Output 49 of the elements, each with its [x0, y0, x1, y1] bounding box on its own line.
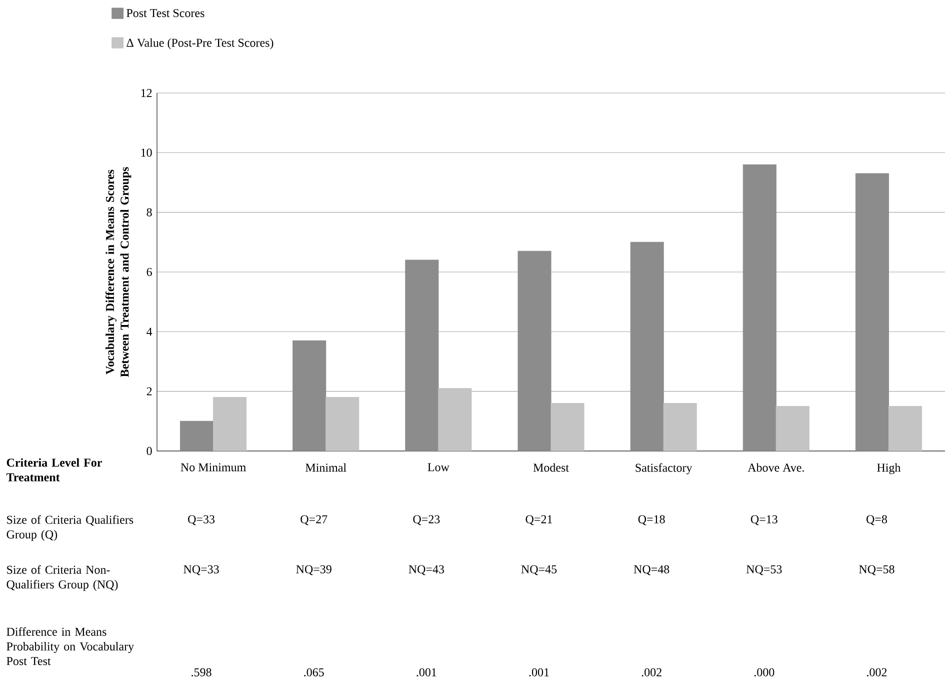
text: NQ=33	[184, 565, 219, 576]
text: Q=18	[638, 515, 665, 526]
x-tick-label: Satisfactory	[636, 463, 692, 474]
text: .001	[529, 668, 549, 676]
bar	[630, 242, 664, 451]
legend-label: Δ Value (Post-Pre Test Scores)	[126, 38, 274, 50]
bar	[518, 250, 552, 451]
y-tick-label: 6	[146, 268, 152, 276]
text: .598	[192, 668, 212, 676]
bar	[292, 340, 326, 451]
y-tick-label: 0	[146, 446, 152, 456]
text: Difference in Means Probability on Vocabulary Post Test	[6, 627, 134, 666]
text: Q=33	[188, 515, 215, 526]
bar	[405, 260, 439, 451]
legend-label: Post Test Scores	[126, 9, 204, 18]
text: Q=8	[866, 515, 887, 526]
y-tick-label: 8	[146, 208, 152, 216]
text: NQ=45	[521, 565, 557, 576]
x-tick-label: No Minimum	[180, 463, 246, 472]
y-tick-label: 10	[141, 148, 152, 157]
text: NQ=53	[746, 565, 782, 576]
text: Q=13	[750, 515, 778, 526]
y-tick-label: 4	[146, 328, 152, 336]
x-tick-label: Modest	[533, 463, 569, 472]
x-tick-label: Above Ave.	[748, 463, 804, 472]
text: NQ=48	[634, 565, 670, 576]
x-axis-title: Criteria Level For Treatment	[6, 458, 102, 482]
text: .001	[416, 668, 436, 676]
text: Size of Criteria Non-Qualifiers Group (NQ)	[6, 565, 118, 591]
text: Q=27	[300, 515, 328, 526]
text: .002	[867, 668, 887, 676]
x-tick-label: High	[877, 463, 901, 474]
text: NQ=58	[859, 565, 894, 576]
bar	[180, 420, 214, 451]
text: Q=23	[413, 515, 440, 526]
text: NQ=39	[296, 565, 332, 576]
bar	[855, 173, 889, 451]
x-tick-label: Low	[428, 463, 450, 472]
y-tick-label: 2	[146, 387, 152, 396]
x-tick-label: Minimal	[306, 463, 346, 472]
bar	[742, 164, 776, 451]
y-tick-label: 12	[141, 89, 152, 97]
text: .065	[304, 668, 324, 676]
text: Size of Criteria Qualifiers Group (Q)	[6, 515, 134, 541]
text: .000	[754, 668, 774, 676]
text: NQ=43	[408, 565, 444, 576]
y-axis-title: Vocabulary Difference in Means Scores Between Treatment and Control Groups	[105, 167, 132, 377]
text: Q=21	[526, 515, 552, 526]
text: .002	[642, 668, 662, 676]
